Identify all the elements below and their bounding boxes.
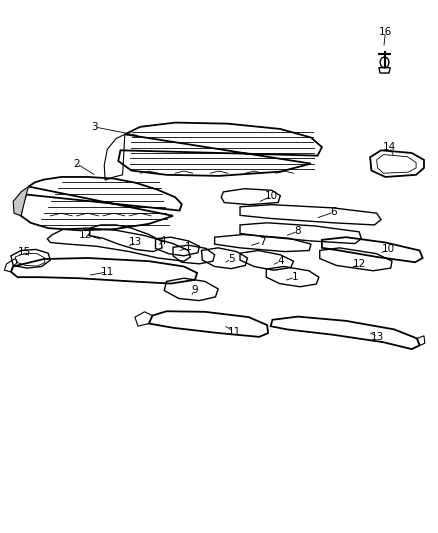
Text: 7: 7 — [258, 237, 265, 247]
Text: 13: 13 — [129, 237, 142, 247]
Text: 2: 2 — [73, 159, 80, 168]
Text: 13: 13 — [371, 332, 384, 342]
Text: 11: 11 — [228, 327, 241, 336]
Text: 9: 9 — [191, 286, 198, 295]
Text: 3: 3 — [91, 122, 98, 132]
Polygon shape — [13, 187, 28, 216]
Text: 10: 10 — [381, 245, 395, 254]
Text: 10: 10 — [265, 191, 278, 201]
Text: 12: 12 — [79, 230, 92, 239]
Text: 11: 11 — [101, 267, 114, 277]
Text: 1: 1 — [292, 272, 299, 282]
Text: 16: 16 — [379, 27, 392, 37]
Text: 5: 5 — [228, 254, 235, 264]
Text: 12: 12 — [353, 260, 366, 269]
Text: 6: 6 — [330, 207, 337, 217]
Text: 14: 14 — [383, 142, 396, 152]
Text: 4: 4 — [277, 256, 284, 266]
Text: 4: 4 — [159, 236, 166, 246]
Text: 1: 1 — [185, 243, 192, 252]
Text: 8: 8 — [294, 227, 301, 236]
Text: 15: 15 — [18, 247, 31, 256]
